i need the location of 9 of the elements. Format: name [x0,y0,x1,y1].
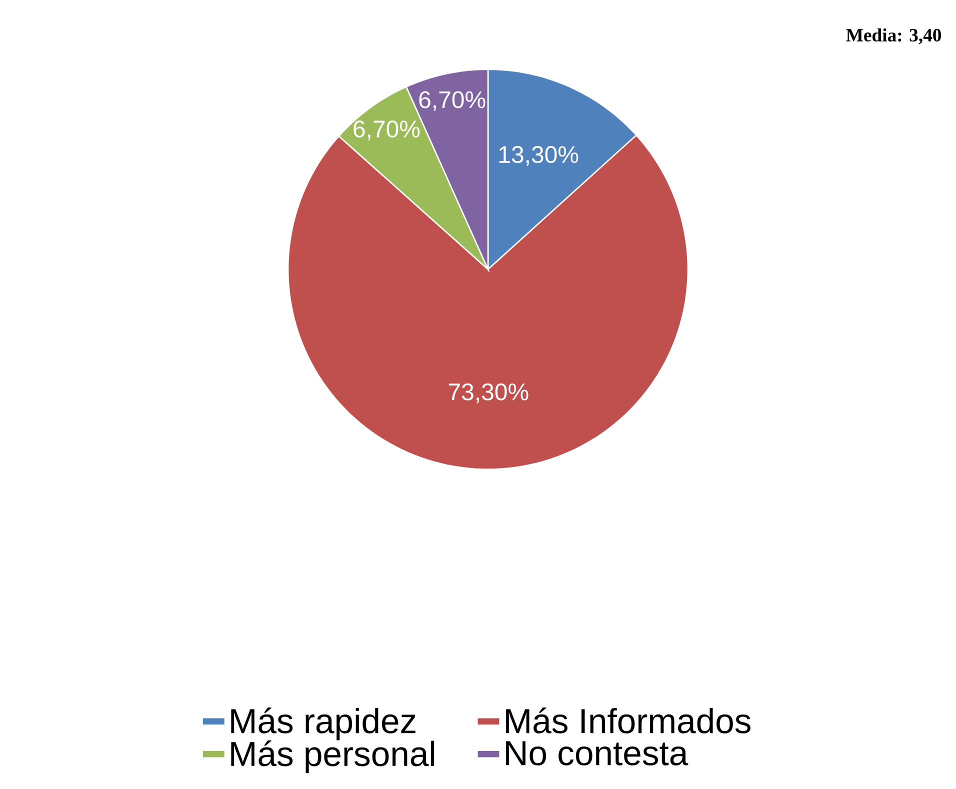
data-label: 73,30% [448,383,528,404]
text: Media: 3,40 [846,28,942,44]
legend-label: Más rapidez [231,707,416,740]
data-label: 6,70% [354,120,420,140]
legend-label: Más personal [231,740,434,773]
legend-label: No contesta [506,741,688,766]
data-label: 6,70% [419,91,486,111]
legend-label: Más Informados [506,707,750,734]
data-label: 13,30% [499,146,578,166]
